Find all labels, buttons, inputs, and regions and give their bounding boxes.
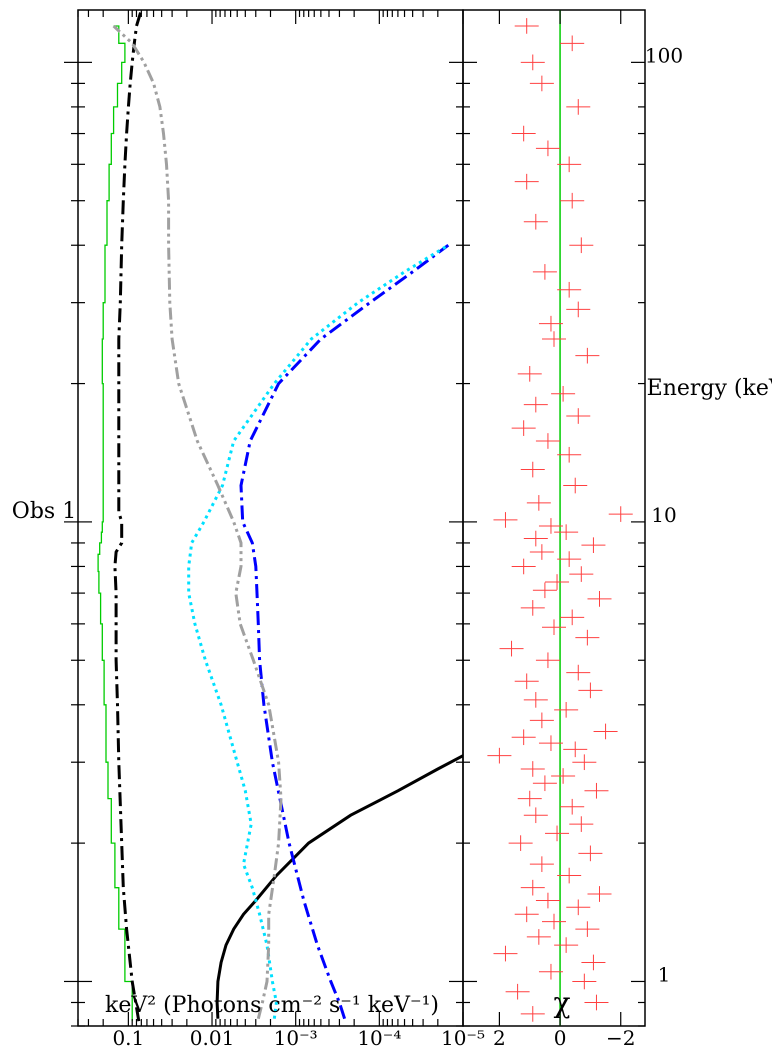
model-series-line-4 [187,243,450,1019]
residual-panel-frame [462,9,646,1027]
model-series-line-1 [113,10,143,1022]
residual-points [487,10,633,1026]
model-series-line-2 [215,754,463,1019]
spectrum-clip-group [97,10,633,1026]
y-axis-label-spectrum: keV² (Photons cm⁻² s⁻¹ keV⁻¹) [105,993,439,1018]
y-tick-label: 10⁻⁴ [357,1026,401,1050]
spectrum-panel-frame [77,9,464,1027]
y-tick-label: 10⁻³ [274,1026,318,1050]
y-tick-label: 0.01 [190,1026,235,1050]
x-tick-label: 10 [651,503,676,527]
model-curves [97,10,463,1022]
y-axis-label-residual: χ [554,986,571,1019]
axes-ticks: 1 10 100 0.1 0.01 10⁻³ 10⁻⁴ 10⁻⁵ 2 0 −2 [64,10,683,1050]
y-tick-label: 2 [493,1026,506,1050]
x-tick-label: 100 [645,43,683,67]
x-axis-label: Energy (keV) [647,376,772,401]
rotated-figure: 1 10 100 0.1 0.01 10⁻³ 10⁻⁴ 10⁻⁵ 2 0 −2 Obs 1 Ener… [12,9,772,1050]
model-series-line-3 [239,243,450,1020]
y-tick-label: 0 [554,1026,567,1050]
model-series-line-5 [112,24,283,1020]
chart-title: Obs 1 [12,499,76,524]
y-tick-label: 0.1 [112,1026,144,1050]
x-tick-label: 1 [658,962,671,986]
y-tick-label: −2 [606,1026,635,1050]
y-tick-label: 10⁻⁵ [441,1026,485,1050]
model-series-line-0 [97,25,133,1022]
